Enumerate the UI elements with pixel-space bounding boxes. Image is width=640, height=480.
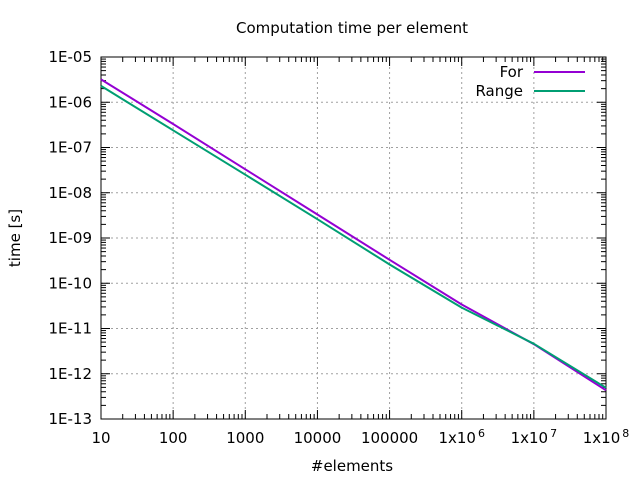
y-tick-label: 1E-07 <box>48 139 92 157</box>
x-tick-label: 1x10 8 <box>583 427 630 447</box>
x-tick-label: 1x10 6 <box>438 427 485 447</box>
legend-label-range: Range <box>475 82 523 100</box>
y-tick-label: 1E-13 <box>48 410 92 428</box>
series-line-range <box>100 85 607 389</box>
y-tick-labels: 1E-13 1E-12 1E-11 1E-10 1E-09 1E-08 1E-07 1E-06… <box>48 48 92 428</box>
y-tick-label: 1E-11 <box>48 320 92 338</box>
x-axis-label: #elements <box>311 457 393 475</box>
x-tick-labels: 10 100 1000 10000 100000 1x10 6 1x10 7 1x10 8 <box>91 427 629 447</box>
y-tick-label: 1E-06 <box>48 93 92 111</box>
x-tick-label: 1000 <box>226 429 264 447</box>
y-tick-label: 1E-05 <box>48 48 92 66</box>
y-tick-label: 1E-08 <box>48 184 92 202</box>
x-tick-exponent: 6 <box>478 427 485 440</box>
x-tick-exponent: 8 <box>622 427 629 440</box>
legend-label-for: For <box>500 63 524 81</box>
x-tick-label: 10 <box>91 429 110 447</box>
x-tick-label: 10000 <box>294 429 342 447</box>
x-tick-label: 100000 <box>361 429 418 447</box>
ticks <box>100 56 607 420</box>
y-axis-label: time [s] <box>6 209 24 267</box>
x-tick-exponent: 7 <box>550 427 557 440</box>
y-tick-label: 1E-09 <box>48 229 92 247</box>
chart-title: Computation time per element <box>236 19 468 37</box>
y-tick-label: 1E-10 <box>48 274 92 292</box>
grid <box>101 57 606 419</box>
x-tick-label: 100 <box>159 429 188 447</box>
x-tick-label: 1x10 7 <box>511 427 558 447</box>
y-tick-label: 1E-12 <box>48 365 92 383</box>
series-lines <box>100 78 607 392</box>
